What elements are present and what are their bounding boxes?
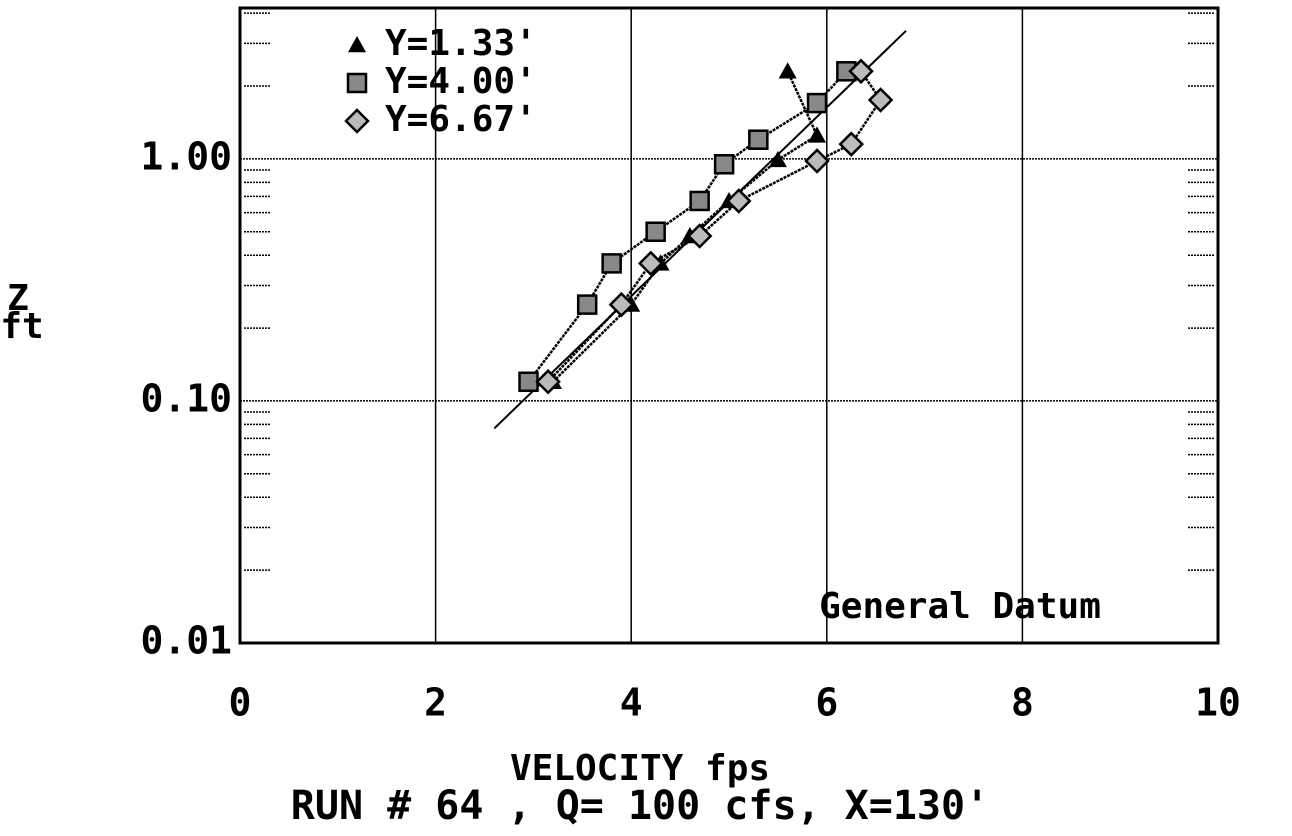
legend-label: Y=4.00' [385,61,537,102]
marker [808,126,827,143]
marker [645,221,666,242]
marker [713,154,735,175]
x-tick-label: 6 [815,681,838,725]
marker [867,87,894,113]
plot-frame [238,6,1220,645]
y-axis-label: ft [0,306,43,347]
y-tick-label: 1.00 [140,134,232,178]
x-tick-label: 8 [1011,681,1034,725]
marker [726,188,752,214]
marker [778,62,797,79]
legend-label: Y=1.33' [385,23,537,64]
annotation: General Datum [819,586,1101,627]
marker [608,291,635,318]
marker [806,92,828,114]
legend-marker [344,108,370,134]
x-tick-label: 2 [424,681,447,725]
legend-label: Y=6.67' [385,99,537,140]
marker [601,253,622,274]
x-tick-label: 0 [229,681,252,725]
y-tick-label: 0.01 [140,619,232,663]
x-tick-label: 4 [620,681,643,725]
x-axis-label: VELOCITY fps [510,748,770,789]
marker [804,148,830,174]
marker [689,190,710,212]
series-line [552,70,819,383]
chart-title: RUN # 64 , Q= 100 cfs, X=130' [291,783,989,829]
marker [518,371,539,393]
marker [576,294,598,315]
marker [748,129,769,150]
marker [838,131,865,157]
marker [686,223,713,249]
legend-marker [348,36,366,53]
x-tick-label: 10 [1195,681,1241,725]
marker [848,58,874,85]
marker [768,150,787,168]
marker [535,368,561,395]
legend-marker [346,72,368,94]
y-tick-label: 0.10 [140,376,232,420]
marker [637,250,664,277]
y-axis-label: Z [7,278,29,319]
